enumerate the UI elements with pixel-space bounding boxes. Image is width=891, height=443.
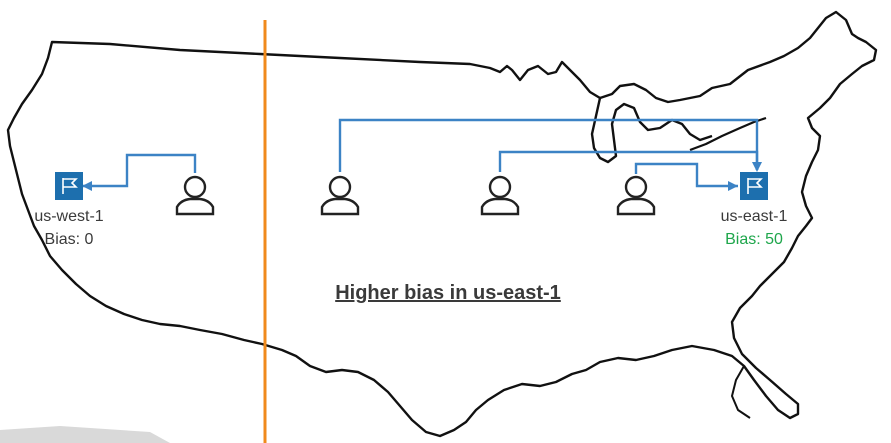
west-arrowhead bbox=[82, 181, 92, 191]
east-user-b-connector bbox=[498, 150, 759, 172]
flag-icon bbox=[62, 178, 78, 194]
lake-erie-outline bbox=[689, 116, 767, 152]
region-bias-west: Bias: 0 bbox=[44, 231, 94, 248]
region-name-west: us-west-1 bbox=[34, 208, 104, 225]
user-icon bbox=[480, 175, 520, 216]
region-box-east bbox=[740, 172, 768, 200]
east-user-a-connector bbox=[338, 118, 759, 172]
east-arrowhead-side bbox=[728, 181, 738, 191]
east-user-c-connector bbox=[634, 162, 738, 188]
east-arrowhead-top bbox=[752, 162, 762, 172]
region-name-east: us-east-1 bbox=[720, 208, 788, 225]
user-icon bbox=[320, 175, 360, 216]
west-user-connector bbox=[82, 153, 197, 188]
florida-outline bbox=[731, 365, 751, 419]
region-bias-east: Bias: 50 bbox=[725, 231, 783, 248]
region-box-west bbox=[55, 172, 83, 200]
user-icon bbox=[175, 175, 215, 216]
great-lakes-outline bbox=[590, 97, 713, 164]
caption-text: Higher bias in us-east-1 bbox=[335, 282, 561, 304]
corner-shade bbox=[0, 426, 170, 443]
us-map-outline bbox=[6, 10, 878, 438]
flag-icon bbox=[747, 178, 763, 194]
user-icon bbox=[616, 175, 656, 216]
